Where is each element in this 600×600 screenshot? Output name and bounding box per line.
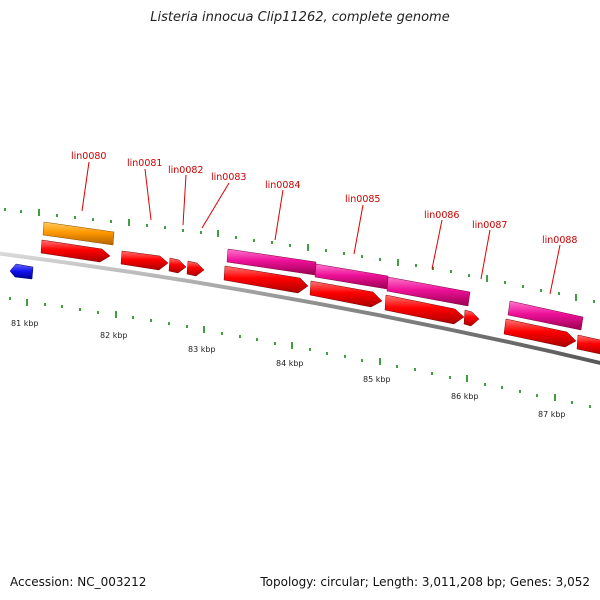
genome-backbone xyxy=(0,251,600,365)
cds-arrow-lin0087[interactable] xyxy=(463,309,480,327)
cds-arrow-lin0080[interactable] xyxy=(40,239,111,263)
leader-line-lin0081 xyxy=(144,168,152,221)
feature-orange-lin0080[interactable] xyxy=(42,221,115,246)
gene-label-lin0081[interactable]: lin0081 xyxy=(127,158,162,169)
cds-arrow-lin0085[interactable] xyxy=(309,280,383,308)
leader-line-lin0084 xyxy=(274,189,284,241)
scale-label-84: 84 kbp xyxy=(276,359,304,368)
outer-tick-track xyxy=(4,208,595,303)
gene-label-lin0087[interactable]: lin0087 xyxy=(472,220,507,231)
leader-line-lin0087 xyxy=(480,229,491,280)
accession-text: Accession: NC_003212 xyxy=(10,575,147,589)
scale-label-83: 83 kbp xyxy=(188,345,216,354)
gene-label-lin0082[interactable]: lin0082 xyxy=(168,165,203,176)
leader-line-lin0082 xyxy=(182,174,187,226)
map-title: Listeria innocua Clip11262, complete gen… xyxy=(150,10,450,25)
cds-arrow-partial[interactable] xyxy=(576,334,600,355)
cds-arrow-lin0088[interactable] xyxy=(503,318,577,348)
gene-label-lin0086[interactable]: lin0086 xyxy=(424,210,459,221)
gene-label-lin0084[interactable]: lin0084 xyxy=(265,180,300,191)
gene-labels: lin0080 lin0081 lin0082 lin0083 lin0084 … xyxy=(71,151,577,246)
scale-label-86: 86 kbp xyxy=(451,392,479,401)
leader-line-lin0083 xyxy=(201,182,230,229)
leader-line-lin0086 xyxy=(431,219,443,270)
leader-line-lin0080 xyxy=(81,161,90,212)
leader-line-lin0085 xyxy=(353,204,364,255)
cds-arrow-lin0084[interactable] xyxy=(223,265,309,294)
cds-arrow-lin0082[interactable] xyxy=(168,257,187,274)
scale-label-81: 81 kbp xyxy=(11,319,39,328)
scale-label-82: 82 kbp xyxy=(100,331,128,340)
inner-tick-track xyxy=(9,297,591,408)
feature-magenta-lin0086[interactable] xyxy=(386,276,471,307)
gene-label-lin0088[interactable]: lin0088 xyxy=(542,235,577,246)
gene-label-lin0085[interactable]: lin0085 xyxy=(345,194,380,205)
cds-arrow-lin0086[interactable] xyxy=(384,294,465,325)
scale-labels: 81 kbp 82 kbp 83 kbp 84 kbp 85 kbp 86 kb… xyxy=(11,319,566,419)
feature-blue[interactable] xyxy=(9,263,34,280)
cds-arrow-lin0083[interactable] xyxy=(186,260,205,277)
cds-track xyxy=(40,239,600,355)
genome-summary-text: Topology: circular; Length: 3,011,208 bp… xyxy=(260,575,590,589)
gene-label-lin0083[interactable]: lin0083 xyxy=(211,172,246,183)
leader-lines xyxy=(81,161,561,295)
feature-magenta-lin0088[interactable] xyxy=(507,300,584,331)
gene-label-lin0080[interactable]: lin0080 xyxy=(71,151,106,162)
cds-arrow-lin0081[interactable] xyxy=(120,250,169,271)
scale-label-87: 87 kbp xyxy=(538,410,566,419)
leader-line-lin0088 xyxy=(549,244,561,295)
scale-label-85: 85 kbp xyxy=(363,375,391,384)
